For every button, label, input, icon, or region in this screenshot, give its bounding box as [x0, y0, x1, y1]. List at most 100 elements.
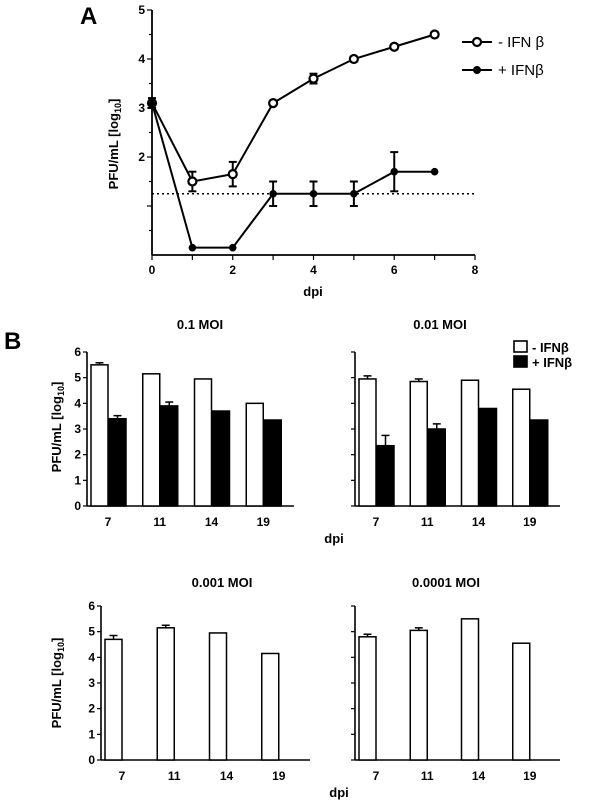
panel-b3-title: 0.001 MOI: [192, 575, 253, 590]
panel-b2-x-tick-label: 19: [523, 515, 537, 529]
panel-b3-y-tick-label: 5: [88, 625, 95, 639]
panel-b2-x-tick-label: 11: [421, 515, 434, 529]
panel-b3-y-tick-label: 4: [88, 650, 95, 664]
panel-b1-x-tick-label: 7: [105, 515, 112, 529]
panel-b4-bar-minus-ifn: [460, 618, 480, 761]
panel-b1-x-tick-label: 19: [257, 515, 271, 529]
panel-b1-bar-chart: 0 1 2 3 4 5 6 7 11 14 19: [74, 345, 294, 529]
legend-b-label-minus-ifn: - IFNβ: [532, 340, 569, 355]
legend-marker-open-circle: [471, 36, 483, 48]
panel-b2-title: 0.01 MOI: [413, 317, 466, 332]
panel-b2-bar-plus-ifn: [530, 419, 549, 507]
panel-a-x-tick-label: 2: [229, 263, 236, 277]
panel-a-x-tick-label: 4: [310, 263, 317, 277]
panel-a-point-filled: [148, 99, 156, 107]
panel-b4-x-tick-label: 14: [472, 769, 486, 783]
panel-a-x-tick-label: 0: [149, 263, 156, 277]
panel-a-series-line: [151, 33, 435, 183]
panel-b1-y-axis-title: PFU/mL [log10]: [49, 382, 66, 473]
panel-a-series-line: [151, 102, 435, 249]
panel-a-point-filled: [309, 189, 318, 198]
panel-b1-y-tick-label: 2: [74, 448, 81, 462]
panel-b1-bar-plus-ifn: [108, 417, 127, 507]
panel-letter-a: A: [80, 3, 97, 30]
panel-b2-bar-minus-ifn: [409, 380, 428, 507]
panel-b3-y-tick-label: 6: [88, 599, 95, 613]
panel-b2-x-tick-label: 14: [472, 515, 486, 529]
panel-b2-bar-plus-ifn: [478, 407, 498, 507]
panel-b4-title: 0.0001 MOI: [412, 575, 480, 590]
panel-b4-x-tick-label: 11: [421, 769, 434, 783]
panel-b1-x-tick-label: 11: [153, 515, 166, 529]
panel-a-point-open: [389, 41, 400, 52]
panel-b3-bar-minus-ifn: [104, 638, 123, 761]
panel-a-x-tick-label: 8: [472, 263, 479, 277]
panel-a-ylabel-sub: 10: [113, 103, 123, 113]
panel-b1-bar-minus-ifn: [245, 402, 264, 507]
panel-b3-x-tick-label: 14: [220, 769, 234, 783]
panel-a-point-open: [348, 53, 359, 65]
panel-b3-x-tick-label: 11: [168, 769, 181, 783]
panel-b1-y-tick-label: 0: [74, 499, 81, 513]
panel-a-point-filled: [390, 167, 399, 176]
panel-b2-bar-plus-ifn: [427, 428, 446, 507]
legend-swatch-plus-ifn: [513, 355, 528, 368]
panel-b2-bar-minus-ifn: [512, 388, 531, 507]
panel-b1-bar-plus-ifn: [263, 419, 282, 507]
panel-b3-y-tick-label: 3: [88, 676, 95, 690]
panel-a-point-filled: [430, 167, 439, 176]
panel-b4-x-tick-label: 7: [373, 769, 380, 783]
panel-b1-x-tick-label: 14: [205, 515, 219, 529]
panel-b1-bar-plus-ifn: [160, 405, 179, 507]
panel-a-point-filled: [269, 189, 277, 198]
panel-b3-bar-chart: 0 1 2 3 4 5 6 7 11 14 19: [88, 599, 310, 783]
panel-a-y-tick-label: 4: [138, 52, 145, 66]
panel-a-point-filled: [350, 189, 358, 198]
panel-b-top-x-axis-title: dpi: [324, 531, 344, 546]
legend-label-plus-ifn: + IFNβ: [498, 62, 544, 79]
panel-b2-bar-chart: 7 11 14 19: [351, 351, 560, 529]
legend-label-minus-ifn: - IFN β: [498, 34, 544, 51]
panel-a-point-open: [187, 176, 198, 187]
panel-b3-y-tick-label: 0: [88, 753, 95, 767]
panel-b2-bar-minus-ifn: [460, 379, 480, 507]
panel-b3-bar-minus-ifn: [208, 632, 228, 761]
legend-b-label-plus-ifn: + IFNβ: [532, 355, 572, 370]
panel-b2-bar-minus-ifn: [358, 378, 377, 507]
panel-a-point-filled: [228, 243, 237, 252]
panel-a-ylabel-main: PFU/mL [log: [106, 113, 121, 189]
panel-b2-bar-plus-ifn: [376, 444, 395, 507]
panel-b3-bar-minus-ifn: [261, 652, 280, 761]
panel-b4-bar-chart: 7 11 14 19: [351, 605, 560, 783]
panel-b1-bar-minus-ifn: [90, 364, 109, 507]
panel-b-bottom-x-axis-title: dpi: [329, 785, 349, 800]
panel-b1-y-tick-label: 6: [74, 345, 81, 359]
panel-b3-x-tick-label: 7: [119, 769, 126, 783]
panel-a-point-filled: [188, 243, 197, 252]
panel-b1-bar-plus-ifn: [211, 410, 231, 507]
panel-a-line-chart: 2 3 4 5 0 2 4 6 8: [138, 3, 478, 277]
panel-b3-x-tick-label: 19: [272, 769, 286, 783]
panel-a-point-open: [227, 169, 238, 180]
panel-b1-bar-minus-ifn: [193, 378, 213, 507]
panel-b3-y-tick-label: 2: [88, 702, 95, 716]
panel-a-point-open: [429, 29, 440, 40]
panel-a-y-axis-title: PFU/mL [log10]: [106, 99, 123, 190]
panel-a-y-tick-label: 3: [138, 101, 145, 115]
panel-b1-title: 0.1 MOI: [177, 317, 223, 332]
panel-a-y-tick-label: 2: [138, 150, 145, 164]
panel-b-legend: - IFNβ + IFNβ: [513, 340, 572, 370]
panel-letter-b: B: [4, 328, 21, 355]
panel-a-y-tick-label: 5: [138, 3, 145, 17]
panel-b1-y-tick-label: 3: [74, 422, 81, 436]
panel-a-legend: - IFN β + IFNβ: [462, 34, 544, 79]
panel-b3-y-axis-title: PFU/mL [log10]: [49, 638, 66, 729]
panel-b4-x-tick-label: 19: [523, 769, 537, 783]
panel-b1-y-tick-label: 4: [74, 396, 81, 410]
panel-b4-bar-minus-ifn: [512, 642, 531, 761]
panel-b1-y-tick-label: 5: [74, 371, 81, 385]
panel-b4-bar-minus-ifn: [409, 629, 428, 761]
panel-b4-bar-minus-ifn: [358, 636, 377, 761]
panel-b3-bar-minus-ifn: [156, 627, 175, 761]
